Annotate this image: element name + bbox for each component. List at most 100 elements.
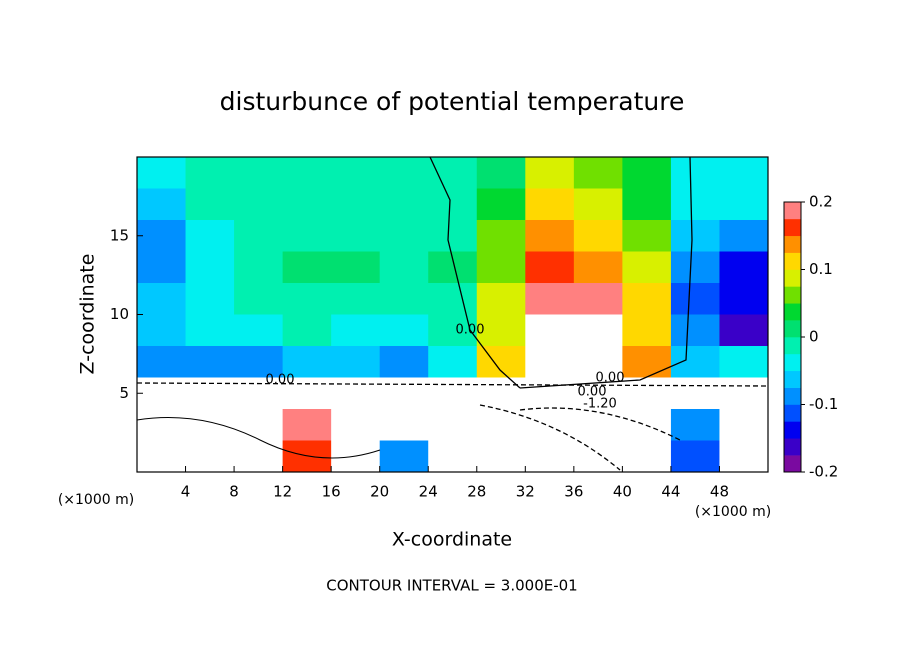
- field-cell: [719, 440, 769, 473]
- contour-label: 0.00: [266, 373, 295, 388]
- field-cell: [428, 220, 478, 252]
- colorbar-swatch: [784, 421, 801, 439]
- field-cell: [476, 409, 526, 441]
- field-cell: [137, 440, 187, 473]
- contour-line: [429, 156, 521, 389]
- field-cell: [185, 377, 235, 410]
- field-cell: [234, 346, 284, 378]
- field-cell: [331, 377, 381, 410]
- field-cell: [428, 188, 478, 221]
- field-cell: [282, 377, 332, 410]
- field-cell: [525, 440, 575, 473]
- field-cell: [525, 157, 575, 189]
- field-cell: [331, 220, 381, 252]
- colorbar-swatch: [784, 202, 801, 220]
- colorbar-swatch: [784, 235, 801, 253]
- x-tick-label: 32: [516, 483, 535, 501]
- field-cell: [137, 409, 187, 441]
- field-cell: [428, 409, 478, 441]
- field-cell: [282, 157, 332, 189]
- field-cell: [234, 283, 284, 315]
- colorbar-swatch: [784, 337, 801, 355]
- field-cell: [476, 314, 526, 347]
- contour-line: [136, 382, 769, 387]
- field-cell: [476, 220, 526, 252]
- field-cell: [719, 283, 769, 315]
- field-cell: [428, 251, 478, 284]
- field-cell: [282, 188, 332, 221]
- field-cell: [622, 157, 672, 189]
- field-cell: [185, 220, 235, 252]
- colorbar-swatch: [784, 286, 801, 304]
- field-cell: [476, 283, 526, 315]
- field-cell: [379, 346, 429, 378]
- field-cell: [331, 251, 381, 284]
- field-cell: [282, 283, 332, 315]
- field-cell: [670, 377, 720, 410]
- field-cell: [573, 251, 623, 284]
- field-cell: [137, 220, 187, 252]
- contour-label: 0.00: [578, 385, 607, 400]
- colorbar-swatch: [784, 370, 801, 388]
- field-cell: [331, 188, 381, 221]
- field-cell: [573, 409, 623, 441]
- y-tick-label: 10: [110, 305, 129, 323]
- field-cell: [525, 409, 575, 441]
- field-cell: [670, 283, 720, 315]
- x-tick-label: 16: [322, 483, 341, 501]
- contour-lines: [136, 156, 769, 471]
- x-tick-label: 24: [419, 483, 438, 501]
- field-cell: [234, 377, 284, 410]
- field-cell: [379, 251, 429, 284]
- colorbar-swatch: [784, 438, 801, 456]
- field-cell: [573, 440, 623, 473]
- field-cell: [428, 283, 478, 315]
- field-cell: [137, 188, 187, 221]
- field-cell: [573, 283, 623, 315]
- colorbar-swatch: [784, 455, 801, 473]
- field-cell: [234, 188, 284, 221]
- field-cell: [525, 188, 575, 221]
- field-cell: [379, 283, 429, 315]
- field-cell: [525, 220, 575, 252]
- field-cell: [525, 283, 575, 315]
- field-cell: [379, 377, 429, 410]
- field-cell: [476, 377, 526, 410]
- x-unit: (×1000 m): [695, 504, 771, 520]
- field-cell: [234, 409, 284, 441]
- colorbar-swatch: [784, 218, 801, 237]
- y-tick-label: 5: [119, 384, 129, 402]
- field-cell: [525, 377, 575, 410]
- field-cell: [622, 283, 672, 315]
- field-cell: [379, 220, 429, 252]
- contour-line: [519, 407, 681, 441]
- field-cell: [282, 346, 332, 378]
- field-cell: [234, 251, 284, 284]
- field-cell: [379, 188, 429, 221]
- colorbar-swatch: [784, 252, 801, 270]
- field-cell: [670, 251, 720, 284]
- field-cell: [282, 409, 332, 441]
- field-cell: [622, 251, 672, 284]
- field-cell: [670, 314, 720, 347]
- colorbar-tick-label: 0: [809, 328, 819, 346]
- x-tick-label: 12: [273, 483, 292, 501]
- field-cell: [428, 314, 478, 347]
- field-cell: [525, 346, 575, 378]
- colorbar-tick-label: -0.1: [809, 395, 838, 413]
- colorbar-swatch: [784, 387, 801, 405]
- field-cell: [622, 220, 672, 252]
- field-cell: [525, 251, 575, 284]
- field-cell: [331, 157, 381, 189]
- field: [137, 157, 769, 473]
- y-axis-label: Z-coordinate: [77, 254, 99, 375]
- field-cell: [573, 314, 623, 347]
- field-cell: [185, 188, 235, 221]
- field-cell: [234, 440, 284, 473]
- field-cell: [719, 251, 769, 284]
- x-tick-label: 40: [613, 483, 632, 501]
- colorbar-tick-label: -0.2: [809, 463, 838, 481]
- field-cell: [185, 283, 235, 315]
- field-cell: [719, 346, 769, 378]
